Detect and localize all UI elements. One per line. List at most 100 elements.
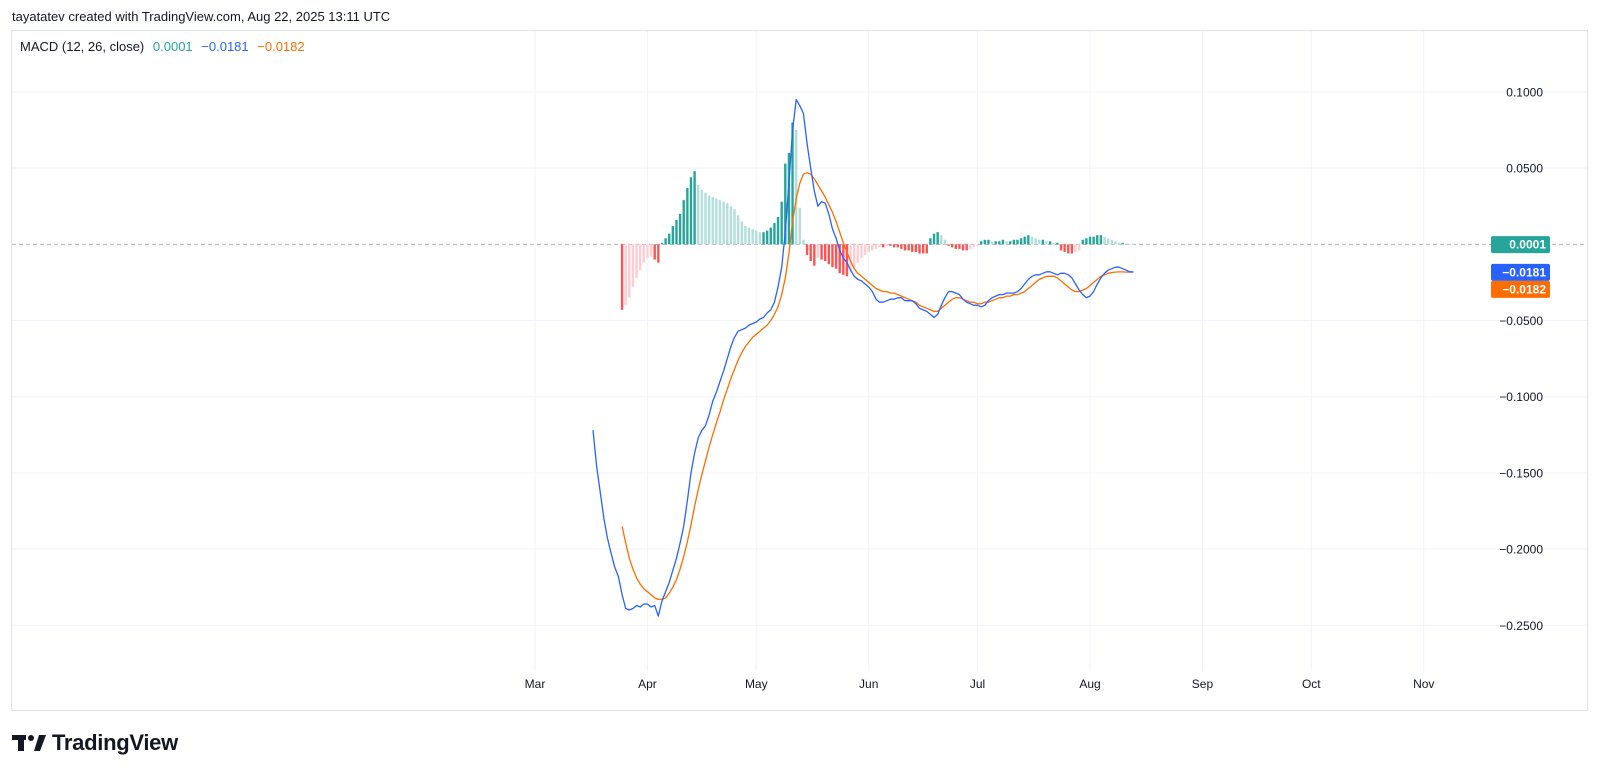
histogram-bar <box>1045 241 1048 245</box>
histogram-bar <box>638 244 642 271</box>
histogram-bar <box>682 200 685 245</box>
histogram-bar <box>668 233 671 245</box>
histogram-bar <box>816 244 820 259</box>
histogram-bar <box>718 200 722 245</box>
y-tick-label: 0.0500 <box>1506 162 1543 176</box>
last-value-label-histogram <box>1491 236 1550 254</box>
last-value-labels: 0.0001 −0.0181 −0.0182 <box>1491 236 1550 298</box>
histogram-bar <box>979 241 983 245</box>
histogram-bar <box>961 244 965 251</box>
histogram-bar <box>943 239 947 245</box>
histogram-bar <box>925 244 928 254</box>
signal-line <box>621 172 1134 601</box>
histogram-bar <box>726 203 729 245</box>
histogram-bar <box>700 189 704 245</box>
histogram-bar <box>1128 244 1132 245</box>
histogram-bar <box>976 244 979 246</box>
histogram-bar <box>794 130 798 245</box>
histogram-bar <box>780 201 783 245</box>
histogram-bar <box>987 239 990 245</box>
histogram-bar <box>649 244 653 257</box>
histogram-bar <box>1070 244 1074 254</box>
legend-macd-value: −0.0181 <box>201 39 249 54</box>
histogram-bar <box>751 229 754 245</box>
histogram-bar <box>657 244 660 263</box>
histogram-bar <box>624 244 627 306</box>
histogram-bar <box>628 244 631 298</box>
histogram-bar <box>733 209 736 245</box>
histogram-bar <box>824 244 827 262</box>
indicator-lines <box>592 98 1134 617</box>
histogram-bar <box>1016 239 1019 245</box>
histogram-bar <box>704 192 707 245</box>
histogram-bar <box>878 244 881 248</box>
histogram-bar <box>635 244 638 278</box>
x-tick-label: Aug <box>1079 677 1100 691</box>
x-tick-label: Apr <box>638 677 657 691</box>
indicator-legend[interactable]: MACD (12, 26, close) 0.0001 −0.0181 −0.0… <box>20 39 310 54</box>
histogram-bar <box>1125 243 1128 245</box>
histogram-bar <box>1041 239 1045 245</box>
last-value-text-macd: −0.0181 <box>1502 265 1546 279</box>
histogram-bar <box>1110 239 1113 245</box>
histogram-bar <box>1117 242 1121 245</box>
grid-lines <box>12 31 1587 671</box>
histogram-bar <box>1132 244 1135 245</box>
histogram-bar <box>686 187 689 245</box>
tradingview-logo[interactable]: TradingView <box>12 730 178 756</box>
histogram-bar <box>722 201 725 245</box>
histogram-bar <box>1074 244 1077 252</box>
histogram-bar <box>1056 242 1059 245</box>
histogram-bar <box>929 238 932 245</box>
histogram-bar <box>954 244 957 249</box>
histogram-bar <box>798 207 802 245</box>
x-tick-label: Sep <box>1192 677 1214 691</box>
histogram-bar <box>660 242 664 245</box>
y-tick-label: −0.1000 <box>1499 390 1543 404</box>
histogram-bar <box>697 184 700 245</box>
histogram-bar <box>1052 242 1055 245</box>
histogram-bar <box>849 244 852 272</box>
histogram-bar <box>965 244 968 251</box>
tradingview-logo-icon <box>12 735 46 751</box>
histogram-bar <box>921 244 925 254</box>
histogram-bar <box>889 244 892 246</box>
histogram-bar <box>831 244 834 268</box>
histogram-bar <box>1114 241 1117 245</box>
histogram-bar <box>1096 235 1099 245</box>
histogram-bar <box>834 244 838 269</box>
histogram-bar <box>903 244 907 251</box>
histogram-bar <box>791 122 794 245</box>
histogram-bar <box>867 244 870 252</box>
histogram-bar <box>940 235 943 245</box>
histogram-bar <box>838 244 841 274</box>
histogram-bar <box>1085 238 1088 245</box>
histogram-bar <box>773 223 776 245</box>
histogram-bar <box>1092 236 1095 245</box>
histogram-bar <box>1088 236 1092 245</box>
legend-histogram-value: 0.0001 <box>152 39 193 54</box>
last-value-label-macd <box>1491 263 1550 281</box>
histogram-bar <box>863 244 867 255</box>
histogram-bar <box>1001 239 1005 245</box>
histogram-bar <box>896 244 899 248</box>
histogram-bar <box>1103 236 1106 245</box>
histogram-bar <box>892 244 896 248</box>
histogram-bar <box>787 152 791 245</box>
histogram-bar <box>1012 239 1016 245</box>
histogram-bar <box>1067 244 1070 254</box>
chart-panel[interactable] <box>11 30 1588 711</box>
histogram-bar <box>653 244 656 260</box>
histogram-bar <box>1009 241 1012 245</box>
histogram-bar <box>947 244 950 246</box>
histogram-bar <box>932 233 936 245</box>
histogram-bar <box>805 244 809 255</box>
histogram-bars <box>620 122 1135 310</box>
legend-indicator-name: MACD (12, 26, close) <box>20 39 145 54</box>
histogram-bar <box>802 239 805 245</box>
histogram-bar <box>1081 239 1084 245</box>
histogram-bar <box>958 244 961 249</box>
y-tick-label: −0.2000 <box>1499 543 1543 557</box>
histogram-bar <box>860 244 863 259</box>
